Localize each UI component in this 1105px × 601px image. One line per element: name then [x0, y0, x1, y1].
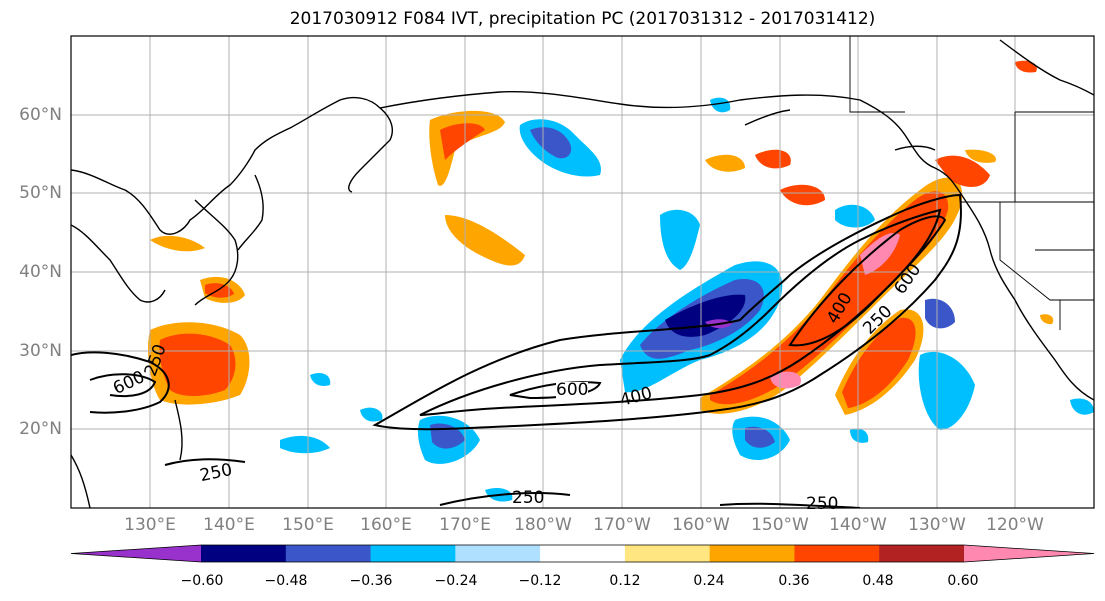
map-title: 2017030912 F084 IVT, precipitation PC (2…: [289, 9, 876, 29]
colorbar-tick-label: 0.12: [609, 573, 641, 589]
map-frame: [70, 35, 1095, 509]
colorbar-tick-label: 0.36: [778, 573, 810, 589]
contour-label: 250: [806, 494, 839, 514]
borders: [849, 36, 1094, 330]
lat-label-60n: 60°N: [19, 105, 62, 125]
colorbar-segment: [370, 545, 456, 562]
lon-label: 150°E: [282, 515, 334, 535]
colorbar-tick-label: −0.36: [349, 573, 393, 589]
colorbar-tick-label: 0.60: [947, 573, 979, 589]
colorbar-segment: [709, 545, 795, 562]
lon-label: 150°W: [751, 515, 809, 535]
colorbar-outline: [70, 544, 1095, 563]
colorbar-segment: [879, 545, 965, 562]
contour-label: 250: [512, 488, 545, 508]
lon-label: 160°W: [672, 515, 730, 535]
colorbar-segment: [455, 545, 541, 562]
colorbar-segment: [624, 545, 711, 562]
lon-label: 130°W: [908, 515, 966, 535]
colorbar-tick-label: −0.24: [434, 573, 478, 589]
ivt-contours: [71, 193, 962, 508]
lon-label: 130°E: [124, 515, 176, 535]
coastlines: [71, 39, 1094, 508]
lon-label: 140°W: [829, 515, 887, 535]
colorbar-segment: [285, 545, 372, 562]
colorbar-tick-label: −0.60: [180, 573, 224, 589]
colorbar-tick-label: 0.24: [693, 573, 725, 589]
colorbar-segment: [794, 545, 880, 562]
lon-label: 180°W: [514, 515, 572, 535]
lat-label-50n: 50°N: [19, 183, 62, 203]
colorbar-extend-high: [964, 545, 1094, 562]
colorbar-segment: [201, 545, 287, 562]
lon-label: 120°W: [986, 515, 1044, 535]
colorbar-tick-label: 0.48: [862, 573, 894, 589]
lon-label: 160°E: [360, 515, 412, 535]
colorbar-tick-label: −0.48: [264, 573, 308, 589]
lat-label-40n: 40°N: [19, 262, 62, 282]
precip-positive-shading: [148, 60, 1054, 415]
colorbar-tick-label: −0.12: [518, 573, 562, 589]
lat-label-20n: 20°N: [19, 419, 62, 439]
colorbar-segment: [540, 545, 626, 562]
gridlines: [71, 36, 1094, 508]
colorbar-extend-low: [71, 545, 201, 562]
lon-label: 170°E: [439, 515, 491, 535]
colorbar: [70, 544, 1095, 563]
contour-label: 600: [556, 380, 589, 400]
lat-label-30n: 30°N: [19, 341, 62, 361]
lon-label: 170°W: [593, 515, 651, 535]
lon-label: 140°E: [203, 515, 255, 535]
